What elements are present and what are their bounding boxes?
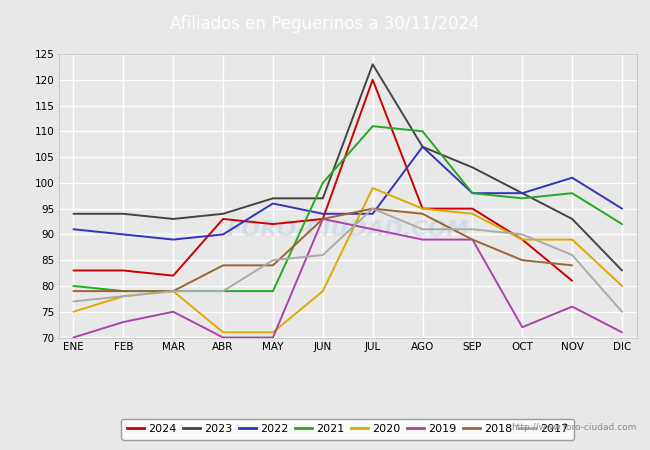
Legend: 2024, 2023, 2022, 2021, 2020, 2019, 2018, 2017: 2024, 2023, 2022, 2021, 2020, 2019, 2018… bbox=[122, 418, 574, 440]
Text: FORO-CIUDAD.COM: FORO-CIUDAD.COM bbox=[226, 220, 469, 240]
Text: http://www.foro-ciudad.com: http://www.foro-ciudad.com bbox=[512, 423, 637, 432]
Text: Afiliados en Peguerinos a 30/11/2024: Afiliados en Peguerinos a 30/11/2024 bbox=[170, 14, 480, 33]
